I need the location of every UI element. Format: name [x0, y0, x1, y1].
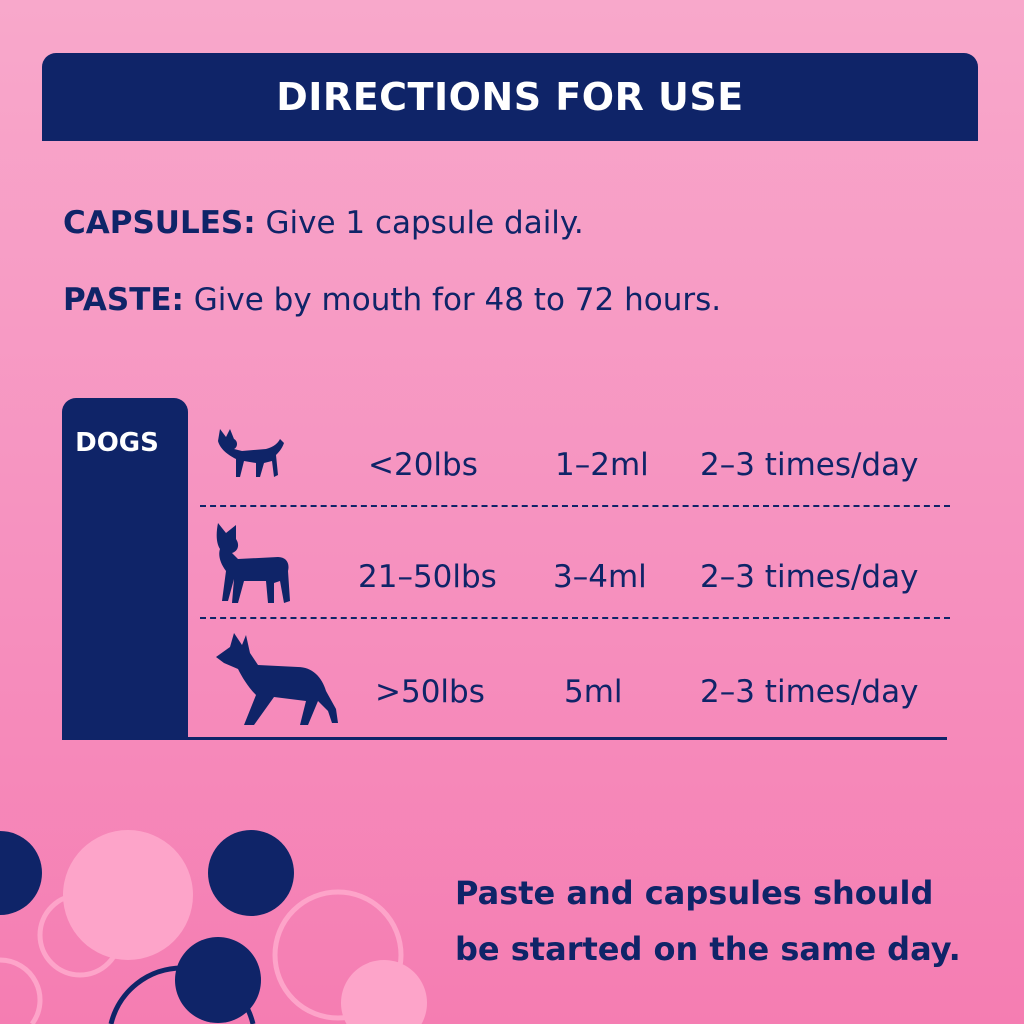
circle-navy-left [0, 831, 42, 915]
circle-navy-lower [175, 937, 261, 1024]
row-divider [200, 505, 950, 507]
table-baseline [62, 737, 947, 740]
circle-light-small [341, 959, 428, 1024]
capsules-direction: CAPSULES: Give 1 capsule daily. [63, 205, 584, 241]
paste-label: PASTE: [63, 282, 184, 318]
dose: 5ml [564, 674, 623, 710]
large-dog-icon [216, 633, 338, 725]
table-row: 21–50lbs 3–4ml 2–3 times/day [200, 507, 950, 619]
note-line-1: Paste and capsules should [455, 874, 934, 912]
frequency: 2–3 times/day [700, 447, 919, 483]
ring-big-right [272, 889, 404, 1021]
dogs-tab: DOGS [62, 398, 188, 739]
circle-navy-top [208, 830, 294, 916]
weight: <20lbs [368, 447, 478, 483]
small-dog-icon [218, 429, 284, 477]
table-row: >50lbs 5ml 2–3 times/day [200, 619, 950, 731]
paste-direction: PASTE: Give by mouth for 48 to 72 hours. [63, 282, 721, 318]
circle-light-big [63, 830, 193, 960]
capsules-label: CAPSULES: [63, 205, 256, 241]
ring-bottom-left [0, 957, 43, 1024]
frequency: 2–3 times/day [700, 674, 919, 710]
note-line-2: be started on the same day. [455, 930, 961, 968]
paste-text: Give by mouth for 48 to 72 hours. [183, 282, 722, 318]
row-divider [200, 617, 950, 619]
frequency: 2–3 times/day [700, 559, 919, 595]
footer-note: Paste and capsules should be started on … [455, 865, 961, 977]
dose: 1–2ml [555, 447, 649, 483]
capsules-text: Give 1 capsule daily. [255, 205, 584, 241]
table-row: <20lbs 1–2ml 2–3 times/day [200, 395, 950, 507]
dose: 3–4ml [553, 559, 647, 595]
header-banner: DIRECTIONS FOR USE [42, 53, 978, 141]
weight: >50lbs [375, 674, 485, 710]
species-label: DOGS [75, 428, 159, 458]
medium-dog-icon [216, 523, 290, 603]
weight: 21–50lbs [358, 559, 497, 595]
page-title: DIRECTIONS FOR USE [276, 75, 744, 119]
